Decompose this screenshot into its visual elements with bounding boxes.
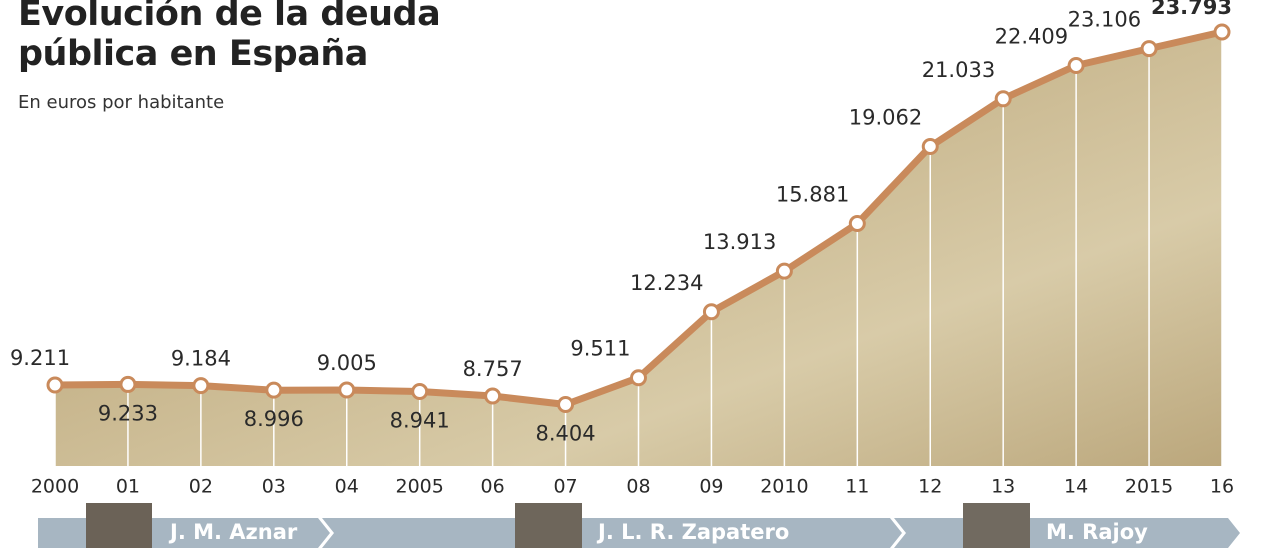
period-label: J. L. R. Zapatero [596, 520, 789, 544]
point [265, 381, 283, 399]
data-label: 12.234 [630, 271, 703, 295]
x-tick-label: 03 [262, 476, 286, 498]
point [46, 376, 64, 394]
point [557, 396, 575, 413]
data-label: 23.106 [1068, 8, 1141, 32]
x-tick-label: 14 [1064, 476, 1088, 498]
chart-subtitle: En euros por habitante [18, 92, 225, 113]
data-label: 9.233 [98, 401, 158, 425]
x-tick-label: 07 [553, 476, 577, 498]
point [1213, 23, 1231, 41]
data-label: 9.511 [570, 337, 630, 361]
data-label: 8.941 [390, 409, 450, 433]
period-label: M. Rajoy [1046, 520, 1148, 544]
point [848, 215, 866, 233]
x-tick-label: 08 [626, 476, 650, 498]
timeline: J. M. Aznar J. L. R. Zapatero M. Rajoy [38, 503, 1240, 548]
data-label: 8.996 [244, 407, 304, 431]
point [702, 303, 720, 321]
x-tick-label: 11 [845, 476, 869, 498]
data-label: 8.404 [536, 422, 596, 446]
point [192, 377, 210, 395]
portrait [86, 503, 152, 548]
data-label: 19.062 [849, 106, 922, 130]
x-tick-label: 16 [1210, 476, 1234, 498]
point [1067, 57, 1085, 75]
data-label: 13.913 [703, 230, 776, 254]
timeline-bar [322, 518, 902, 548]
point [630, 369, 647, 387]
x-tick-label: 06 [481, 476, 505, 498]
x-tick-label: 2005 [396, 476, 444, 498]
data-label: 9.184 [171, 347, 231, 371]
data-label: 23.793 [1151, 0, 1232, 19]
portrait [515, 503, 582, 548]
point [484, 387, 502, 405]
point [994, 90, 1012, 108]
point [411, 383, 429, 401]
x-tick-label: 09 [699, 476, 723, 498]
point [921, 138, 939, 156]
x-tick-label: 12 [918, 476, 942, 498]
x-tick-label: 02 [189, 476, 213, 498]
portrait [963, 503, 1030, 548]
x-tick-label: 01 [116, 476, 140, 498]
data-label: 22.409 [995, 25, 1068, 49]
x-tick-label: 2015 [1125, 476, 1173, 498]
point [775, 262, 793, 280]
period-label: J. M. Aznar [168, 520, 298, 544]
point [119, 375, 137, 393]
data-label: 21.033 [922, 58, 995, 82]
data-label: 9.211 [10, 346, 70, 370]
data-label: 9.005 [317, 351, 377, 375]
point [1140, 40, 1158, 58]
x-tick-label: 04 [335, 476, 359, 498]
x-tick-label: 2000 [31, 476, 79, 498]
data-label: 15.881 [776, 183, 849, 207]
point [338, 381, 356, 399]
x-tick-label: 13 [991, 476, 1015, 498]
data-label: 8.757 [463, 357, 523, 381]
x-tick-label: 2010 [760, 476, 808, 498]
chart-title: Evolución de la deuda pública en España [18, 0, 441, 74]
